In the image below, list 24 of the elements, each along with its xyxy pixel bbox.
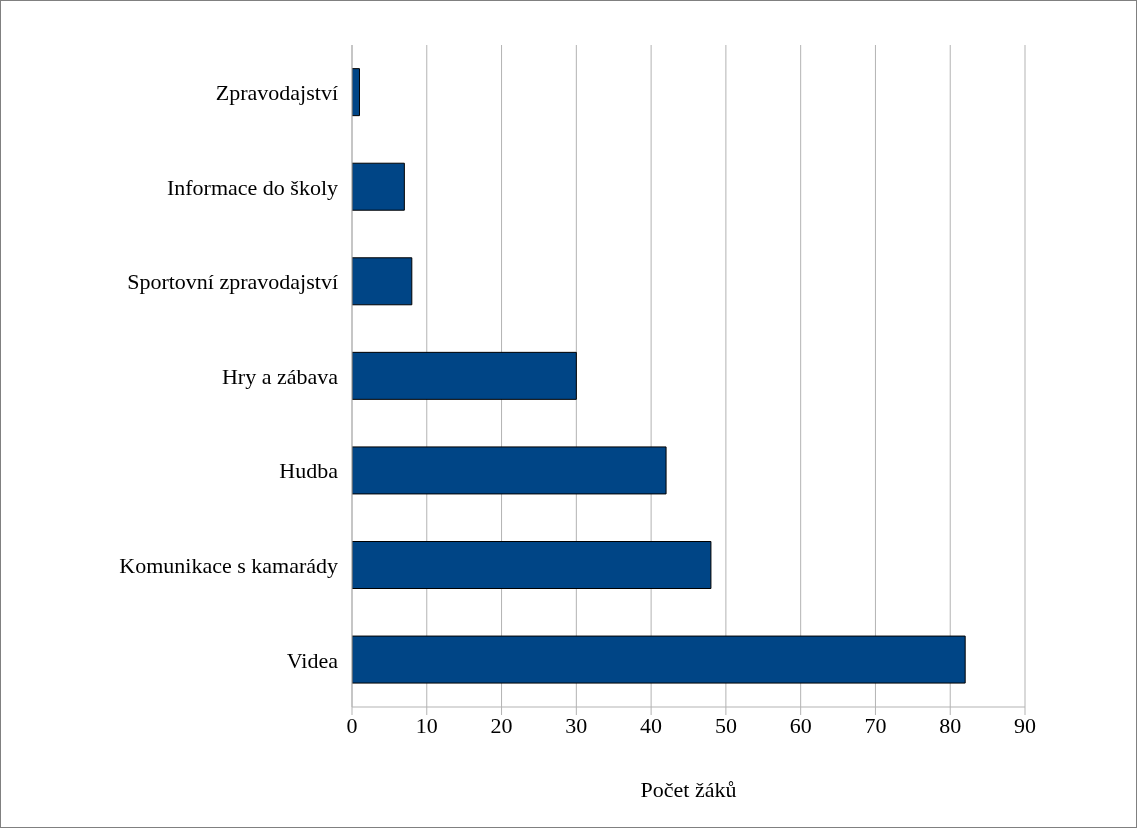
y-tick-label: Hudba	[279, 458, 339, 484]
bar	[352, 351, 577, 400]
x-tick-label: 80	[939, 712, 962, 738]
x-tick-label: 10	[415, 712, 438, 738]
x-tick-label: 70	[864, 712, 887, 738]
bar	[352, 541, 712, 589]
y-tick-label: Informace do školy	[166, 174, 338, 200]
x-tick-label: 50	[714, 712, 737, 738]
y-tick-label: Sportovní zpravodajství	[127, 269, 338, 295]
x-tick-label: 0	[346, 712, 358, 738]
x-axis-title: Počet žáků	[640, 777, 737, 802]
y-tick-label: Komunikace s kamarády	[119, 552, 338, 578]
y-tick-label: Videa	[286, 647, 339, 673]
y-tick-label: Zpravodajství	[215, 80, 338, 106]
x-tick-label: 60	[789, 712, 812, 738]
bar	[352, 257, 413, 306]
x-tick-label: 90	[1014, 712, 1036, 738]
bar	[352, 446, 667, 495]
x-tick-label: 30	[565, 712, 588, 738]
x-tick-label: 20	[490, 712, 513, 738]
y-tick-label: Hry a zábava	[221, 363, 339, 389]
bar	[352, 635, 966, 684]
x-tick-label: 40	[640, 712, 663, 738]
bar	[352, 162, 405, 211]
